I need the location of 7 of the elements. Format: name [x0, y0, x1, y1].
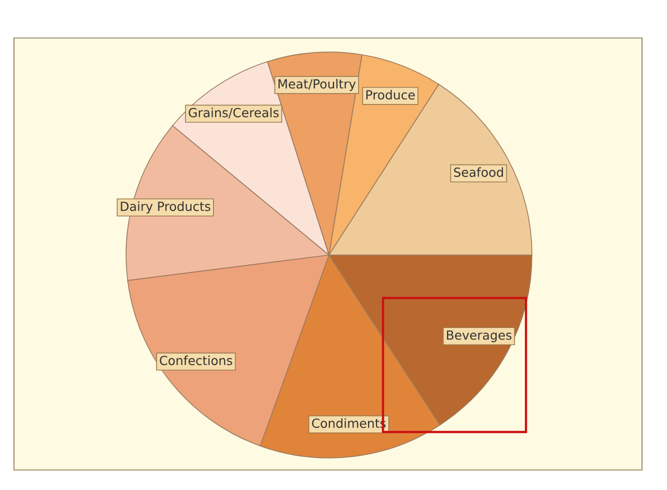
- slice-label: Beverages: [446, 330, 512, 342]
- slice-label: Seafood: [454, 167, 503, 177]
- slice-label: Confections: [160, 356, 232, 366]
- slice-label: Dairy Products: [120, 201, 210, 214]
- slice-label: Grains/Cereals: [188, 108, 279, 118]
- slice-label: Meat/Poultry: [278, 78, 356, 92]
- slice-label: Produce: [366, 90, 415, 100]
